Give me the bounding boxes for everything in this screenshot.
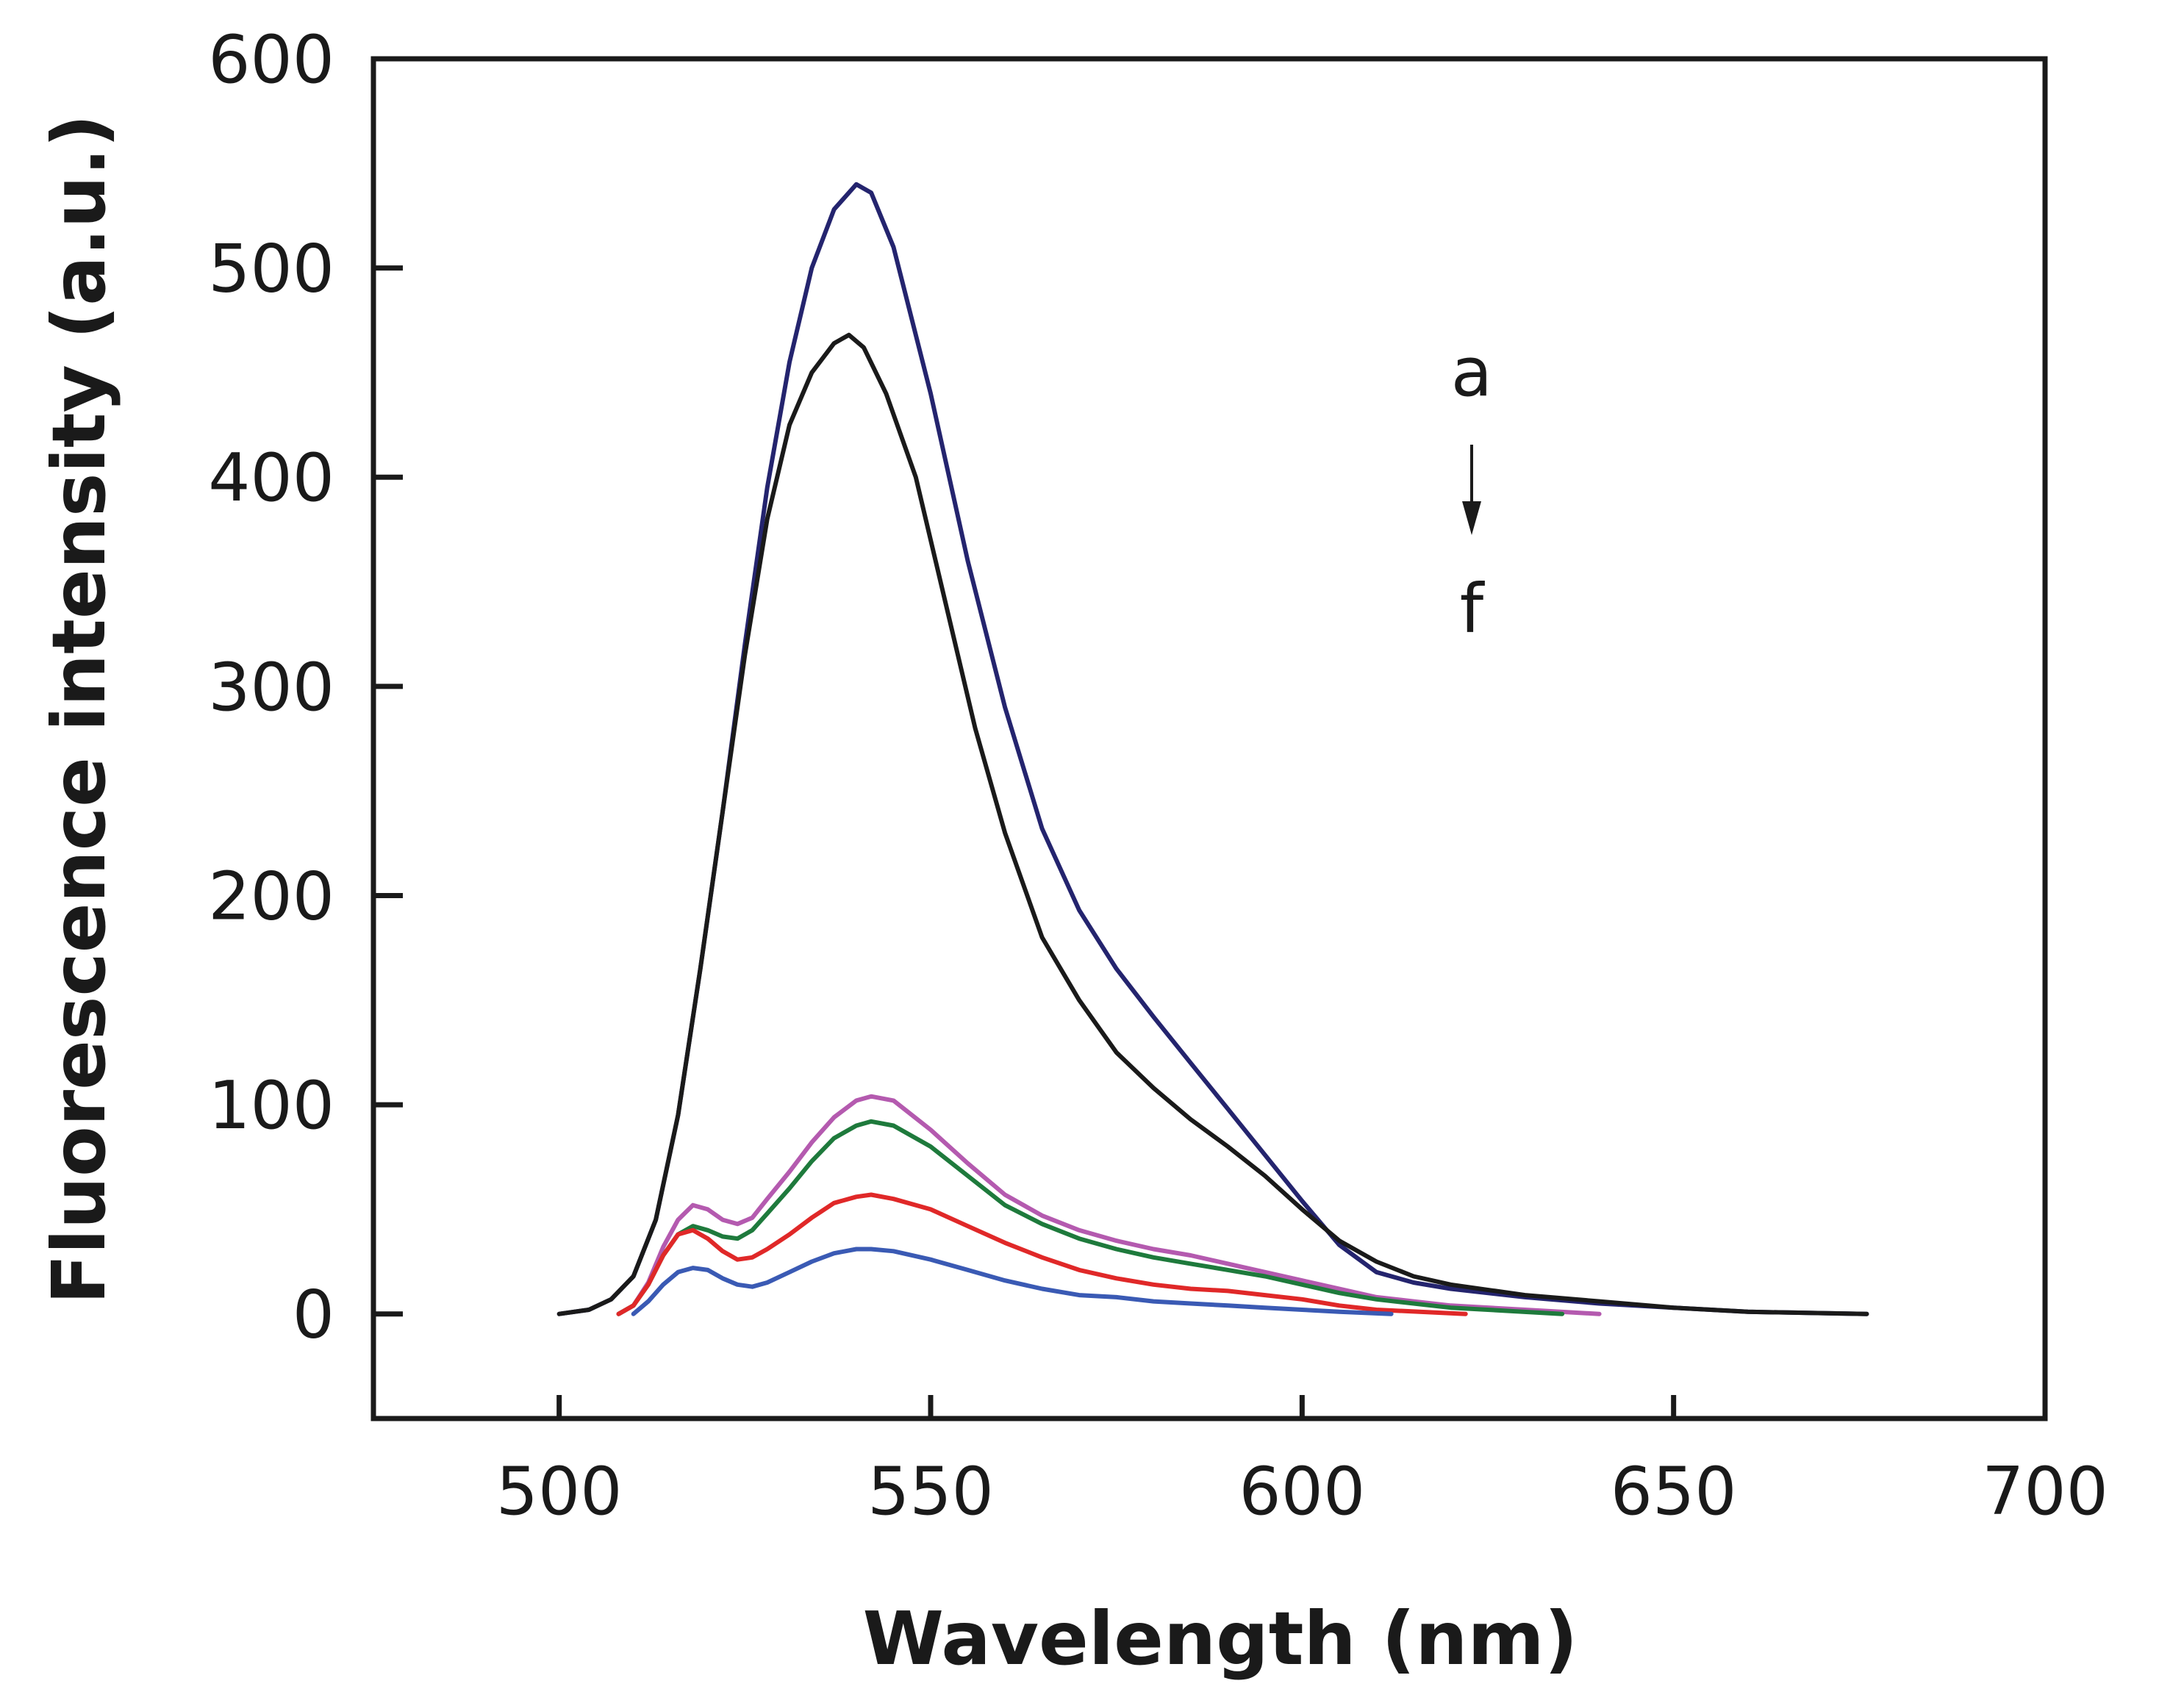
series-line-f — [631, 1247, 1394, 1316]
y-tick-label-100: 100 — [208, 1067, 334, 1144]
series-line-c — [616, 1094, 1602, 1316]
x-axis-title: Wavelength (nm) — [863, 1596, 1578, 1682]
x-tick-label-500: 500 — [496, 1453, 623, 1530]
y-tick-label-600: 600 — [208, 21, 334, 98]
annotation-arrow — [1462, 445, 1481, 535]
labels-layer: 500 550 600 650 700 0 100 200 300 400 500 600 — [208, 21, 2108, 1530]
y-tick-label-400: 400 — [208, 440, 334, 517]
series-line-d — [616, 1119, 1565, 1316]
series-layer — [556, 182, 1869, 1316]
x-tick-label-700: 700 — [1982, 1453, 2108, 1530]
series-line-e — [616, 1192, 1468, 1316]
y-tick-label-0: 0 — [293, 1277, 334, 1354]
x-tick-label-650: 650 — [1611, 1453, 1737, 1530]
annotation-end-label: f — [1460, 570, 1486, 648]
series-line-b — [556, 332, 1869, 1316]
series-line-a — [556, 182, 1869, 1316]
ticks-layer — [373, 56, 2048, 1419]
plot-frame — [370, 56, 2048, 1421]
x-tick-label-600: 600 — [1239, 1453, 1365, 1530]
y-tick-label-200: 200 — [208, 858, 334, 935]
annotation-start-label: a — [1451, 333, 1492, 412]
y-tick-label-500: 500 — [208, 231, 334, 308]
y-axis-title: Fluorescence intensity (a.u.) — [36, 114, 122, 1304]
x-tick-label-550: 550 — [867, 1453, 994, 1530]
y-tick-label-300: 300 — [208, 649, 334, 726]
